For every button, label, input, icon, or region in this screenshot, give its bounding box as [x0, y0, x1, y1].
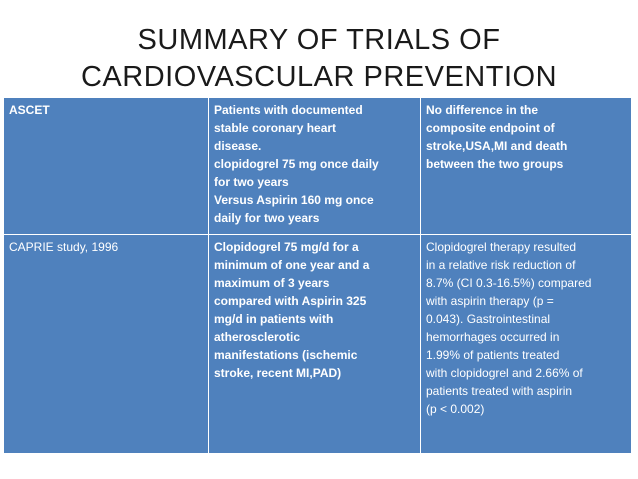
- design-line: stroke, recent MI,PAD): [214, 366, 342, 380]
- trial-result-cell: No difference in the composite endpoint …: [420, 97, 632, 235]
- trial-name-cell: ASCET: [3, 97, 209, 235]
- design-line: maximum of 3 years: [214, 276, 330, 290]
- design-line: Clopidogrel 75 mg/d for a: [214, 240, 359, 254]
- design-line: disease.: [214, 139, 262, 153]
- trial-name: ASCET: [9, 103, 50, 117]
- trial-design-cell: Clopidogrel 75 mg/d for a minimum of one…: [208, 234, 421, 454]
- result-line: No difference in the: [426, 103, 539, 117]
- result-line: Clopidogrel therapy resulted: [426, 240, 577, 254]
- result-line: (p < 0.002): [426, 402, 485, 416]
- design-line: minimum of one year and a: [214, 258, 370, 272]
- trial-name: CAPRIE study, 1996: [9, 240, 119, 254]
- slide-title: SUMMARY OF TRIALS OF CARDIOVASCULAR PREV…: [0, 22, 638, 96]
- trial-design-cell: Patients with documented stable coronary…: [208, 97, 421, 235]
- result-line: with aspirin therapy (p =: [426, 294, 554, 308]
- result-line: 0.043). Gastrointestinal: [426, 312, 551, 326]
- result-line: between the two groups: [426, 157, 564, 171]
- trials-table: ASCET Patients with documented stable co…: [3, 97, 632, 454]
- result-line: stroke,USA,MI and death: [426, 139, 568, 153]
- design-line: stable coronary heart: [214, 121, 337, 135]
- design-line: Patients with documented: [214, 103, 363, 117]
- trial-result-cell: Clopidogrel therapy resulted in a relati…: [420, 234, 632, 454]
- table-row: ASCET Patients with documented stable co…: [3, 97, 632, 235]
- design-line: manifestations (ischemic: [214, 348, 358, 362]
- result-line: 8.7% (CI 0.3-16.5%) compared: [426, 276, 592, 290]
- result-line: 1.99% of patients treated: [426, 348, 560, 362]
- slide-title-line-2: CARDIOVASCULAR PREVENTION: [80, 61, 558, 93]
- design-line: Versus Aspirin 160 mg once: [214, 193, 374, 207]
- result-line: hemorrhages occurred in: [426, 330, 560, 344]
- design-line: clopidogrel 75 mg once daily: [214, 157, 379, 171]
- result-line: patients treated with aspirin: [426, 384, 573, 398]
- design-line: compared with Aspirin 325: [214, 294, 367, 308]
- design-line: daily for two years: [214, 211, 320, 225]
- design-line: atherosclerotic: [214, 330, 301, 344]
- table-row: CAPRIE study, 1996 Clopidogrel 75 mg/d f…: [3, 234, 632, 454]
- result-line: with clopidogrel and 2.66% of: [426, 366, 583, 380]
- slide-title-line-1: SUMMARY OF TRIALS OF: [137, 24, 501, 56]
- design-line: for two years: [214, 175, 289, 189]
- design-line: mg/d in patients with: [214, 312, 334, 326]
- trial-name-cell: CAPRIE study, 1996: [3, 234, 209, 454]
- result-line: composite endpoint of: [426, 121, 555, 135]
- result-line: in a relative risk reduction of: [426, 258, 576, 272]
